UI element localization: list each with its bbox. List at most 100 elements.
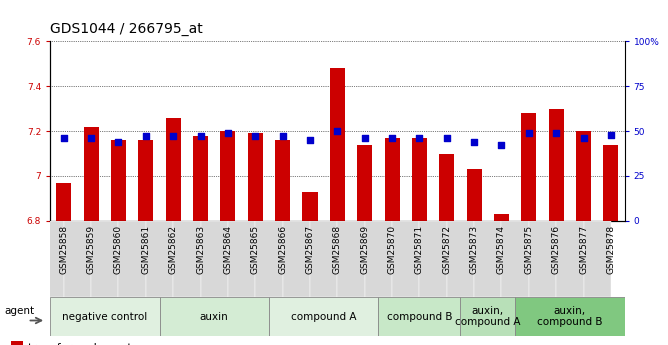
Text: GSM25873: GSM25873 bbox=[470, 225, 478, 274]
Bar bbox=[310, 221, 337, 297]
Bar bbox=[584, 221, 611, 297]
Bar bbox=[200, 221, 228, 297]
Point bbox=[496, 143, 507, 148]
Bar bbox=[548, 109, 564, 221]
Bar bbox=[84, 127, 99, 221]
Bar bbox=[603, 145, 619, 221]
Point bbox=[58, 136, 69, 141]
Bar bbox=[146, 221, 173, 297]
Bar bbox=[283, 221, 310, 297]
Point bbox=[222, 130, 233, 136]
Bar bbox=[50, 297, 160, 336]
Bar bbox=[118, 221, 146, 297]
Bar bbox=[420, 221, 447, 297]
Point bbox=[442, 136, 452, 141]
Bar bbox=[193, 136, 208, 221]
Point bbox=[332, 128, 343, 134]
Bar bbox=[337, 221, 365, 297]
Bar bbox=[166, 118, 181, 221]
Text: GSM25863: GSM25863 bbox=[196, 225, 205, 274]
Point bbox=[606, 132, 617, 137]
Point bbox=[113, 139, 124, 145]
Text: auxin,
compound A: auxin, compound A bbox=[455, 306, 520, 327]
Text: agent: agent bbox=[4, 306, 34, 316]
Point bbox=[387, 136, 397, 141]
Bar bbox=[576, 131, 591, 221]
Bar bbox=[494, 214, 509, 221]
Text: auxin: auxin bbox=[200, 312, 228, 322]
Bar bbox=[228, 221, 255, 297]
Bar bbox=[138, 140, 154, 221]
Text: GSM25870: GSM25870 bbox=[387, 225, 397, 274]
Bar bbox=[392, 221, 420, 297]
Text: auxin,
compound B: auxin, compound B bbox=[537, 306, 603, 327]
Bar bbox=[37, 221, 63, 297]
Bar bbox=[521, 113, 536, 221]
Text: compound B: compound B bbox=[387, 312, 452, 322]
Point bbox=[414, 136, 425, 141]
Bar bbox=[275, 140, 290, 221]
Bar bbox=[255, 221, 283, 297]
Text: GSM25875: GSM25875 bbox=[524, 225, 533, 274]
Text: transformed count: transformed count bbox=[28, 343, 132, 345]
Bar bbox=[111, 140, 126, 221]
Text: GSM25860: GSM25860 bbox=[114, 225, 123, 274]
Text: GSM25861: GSM25861 bbox=[142, 225, 150, 274]
Bar bbox=[56, 183, 71, 221]
Bar bbox=[160, 297, 269, 336]
Text: GSM25871: GSM25871 bbox=[415, 225, 424, 274]
Text: GDS1044 / 266795_at: GDS1044 / 266795_at bbox=[50, 22, 203, 36]
Text: GSM25866: GSM25866 bbox=[278, 225, 287, 274]
Point bbox=[359, 136, 370, 141]
Point bbox=[305, 137, 315, 143]
Text: GSM25878: GSM25878 bbox=[607, 225, 615, 274]
Bar bbox=[466, 169, 482, 221]
Bar bbox=[385, 138, 399, 221]
Bar bbox=[357, 145, 372, 221]
Bar bbox=[11, 341, 23, 345]
Point bbox=[86, 136, 96, 141]
Bar bbox=[91, 221, 118, 297]
Point bbox=[168, 134, 178, 139]
Text: GSM25858: GSM25858 bbox=[59, 225, 68, 274]
Point bbox=[578, 136, 589, 141]
Point bbox=[551, 130, 562, 136]
Point bbox=[195, 134, 206, 139]
Bar bbox=[529, 221, 556, 297]
Bar bbox=[447, 221, 474, 297]
Bar bbox=[378, 297, 460, 336]
Text: GSM25859: GSM25859 bbox=[87, 225, 96, 274]
Text: GSM25874: GSM25874 bbox=[497, 225, 506, 274]
Bar bbox=[365, 221, 392, 297]
Point bbox=[250, 134, 261, 139]
Bar bbox=[556, 221, 584, 297]
Text: GSM25864: GSM25864 bbox=[223, 225, 232, 274]
Point bbox=[524, 130, 534, 136]
Point bbox=[469, 139, 480, 145]
Bar bbox=[303, 191, 317, 221]
Text: GSM25865: GSM25865 bbox=[250, 225, 260, 274]
Bar bbox=[440, 154, 454, 221]
Bar bbox=[460, 297, 515, 336]
Bar bbox=[412, 138, 427, 221]
Text: GSM25862: GSM25862 bbox=[169, 225, 178, 274]
Bar bbox=[515, 297, 625, 336]
Text: compound A: compound A bbox=[291, 312, 357, 322]
Bar bbox=[330, 68, 345, 221]
Point bbox=[140, 134, 151, 139]
Bar bbox=[173, 221, 200, 297]
Bar bbox=[248, 133, 263, 221]
Text: GSM25867: GSM25867 bbox=[305, 225, 315, 274]
Text: GSM25872: GSM25872 bbox=[442, 225, 452, 274]
Bar bbox=[269, 297, 378, 336]
Bar bbox=[474, 221, 502, 297]
Bar bbox=[220, 131, 235, 221]
Point bbox=[277, 134, 288, 139]
Text: GSM25868: GSM25868 bbox=[333, 225, 342, 274]
Text: negative control: negative control bbox=[62, 312, 148, 322]
Bar bbox=[502, 221, 529, 297]
Text: GSM25876: GSM25876 bbox=[552, 225, 560, 274]
Text: GSM25869: GSM25869 bbox=[360, 225, 369, 274]
Text: GSM25877: GSM25877 bbox=[579, 225, 588, 274]
Bar bbox=[63, 221, 91, 297]
